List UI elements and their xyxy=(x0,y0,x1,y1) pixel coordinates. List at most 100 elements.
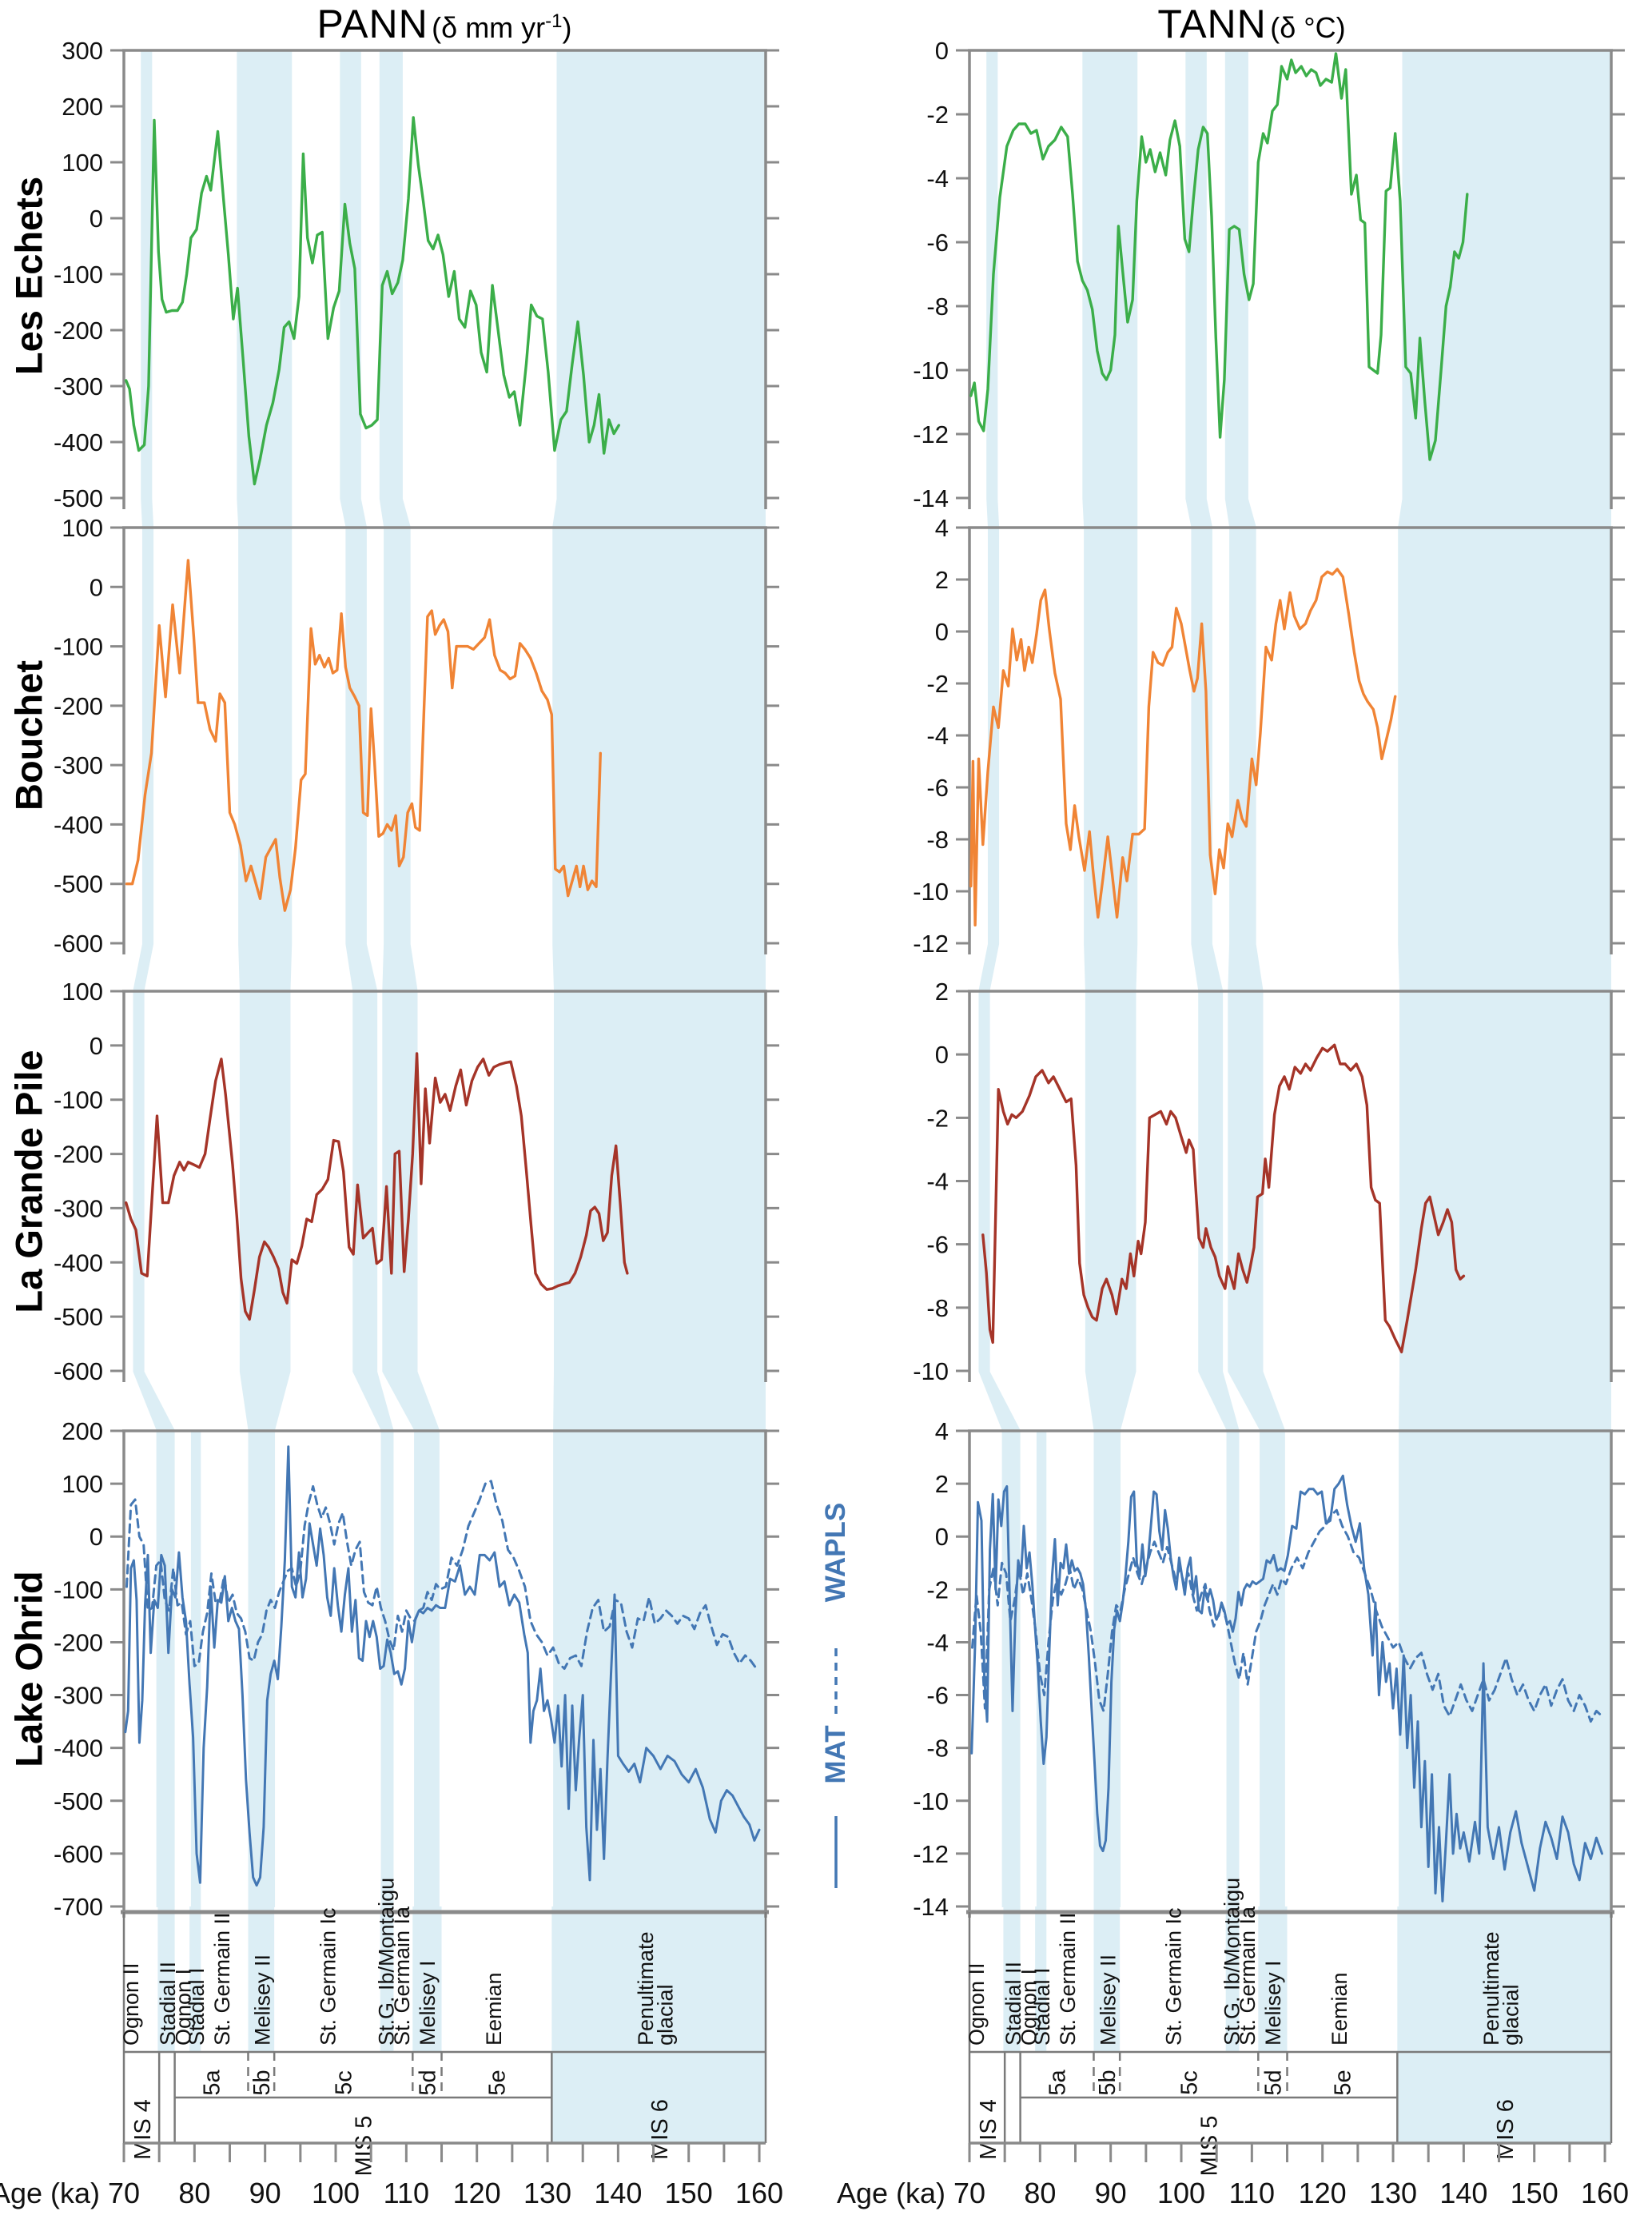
stadial-band-connector xyxy=(237,499,293,527)
chrono-label: Ognon II xyxy=(119,1962,143,2046)
stadial-band-label-row xyxy=(551,1906,766,2143)
stadial-band xyxy=(141,527,154,944)
y-tick-label: -10 xyxy=(913,878,949,906)
stadial-band-connector xyxy=(133,944,154,990)
chrono-label: Stadial II xyxy=(156,1962,180,2046)
y-tick-label: -14 xyxy=(913,1893,949,1921)
age-tick-label: 120 xyxy=(1299,2177,1347,2209)
stadial-band xyxy=(237,50,293,499)
stadial-band xyxy=(414,1430,440,1907)
mis5-label: MIS 5 xyxy=(351,2116,376,2177)
chrono-label: St. Germain Ic xyxy=(316,1907,340,2046)
y-tick-label: -10 xyxy=(913,357,949,384)
stadial-band xyxy=(352,990,378,1372)
stadial-band xyxy=(1226,1430,1240,1907)
y-tick-label: 100 xyxy=(62,978,103,1006)
y-tick-label: 100 xyxy=(62,514,103,542)
tann-title: TANN (δ °C) xyxy=(1157,2,1346,46)
stadial-band xyxy=(190,1430,201,1907)
y-tick-label: -400 xyxy=(54,1249,103,1277)
stadial-band xyxy=(1084,527,1138,944)
mis-substage-label: 5b xyxy=(249,2070,275,2095)
tann-title-main: TANN xyxy=(1157,2,1267,46)
site-label-grande-pile: La Grande Pile xyxy=(7,1050,50,1313)
age-tick-label: 110 xyxy=(1229,2177,1275,2209)
y-tick-label: 0 xyxy=(935,1041,949,1069)
stadial-band-label-row xyxy=(1035,1906,1047,2052)
age-tick-label: 90 xyxy=(249,2177,281,2209)
chrono-label: St. Germain Ia xyxy=(390,1906,414,2046)
y-tick-label: -300 xyxy=(54,373,103,400)
mis-substage-label: 5d xyxy=(415,2070,440,2095)
y-tick-label: -14 xyxy=(913,484,949,512)
stadial-band xyxy=(239,990,291,1372)
stadial-band xyxy=(1185,50,1207,499)
y-tick-label: -10 xyxy=(913,1787,949,1815)
y-tick-label: -300 xyxy=(54,1682,103,1710)
site-label-lake-ohrid: Lake Ohrid xyxy=(7,1571,50,1767)
chrono-label: Ognon I xyxy=(1017,1969,1041,2046)
chrono-label: Ognon II xyxy=(965,1962,989,2046)
tann-lake-ohrid-wapls-line xyxy=(971,1508,1603,1723)
stadial-band-connector xyxy=(352,1372,394,1430)
chrono-label: St. Germain II xyxy=(1056,1912,1080,2046)
y-tick-label: -200 xyxy=(54,692,103,720)
chrono-label: Stadial I xyxy=(185,1967,209,2046)
stadial-band-connector xyxy=(239,1372,291,1430)
mis-substage-label: 5a xyxy=(200,2070,225,2096)
stadial-band xyxy=(1229,527,1256,944)
mis-substage-label: 5c xyxy=(1177,2070,1203,2095)
chrono-label: Stadial I xyxy=(1030,1967,1054,2046)
age-tick-label: 120 xyxy=(453,2177,501,2209)
age-tick-label: 70 xyxy=(953,2177,985,2209)
stadial-band xyxy=(1191,527,1212,944)
stadial-band-connector xyxy=(382,1372,440,1430)
mis-substage-label: 5a xyxy=(1045,2070,1071,2096)
y-tick-label: -300 xyxy=(54,751,103,779)
pann-title: PANN (δ mm yr-1) xyxy=(316,2,572,46)
tann-panel-1-frame: 4 2 0 -2 -4 -6 -8 -10 -12 xyxy=(913,514,1625,958)
stadial-band-label-row xyxy=(412,1906,442,2052)
mis-substage-label: 5c xyxy=(332,2070,357,2095)
y-tick-label: -500 xyxy=(54,871,103,898)
y-tick-label: 100 xyxy=(62,149,103,177)
y-tick-label: -2 xyxy=(926,1104,949,1132)
legend-wapls-label: WAPLS xyxy=(820,1502,851,1603)
age-tick-label: 90 xyxy=(1095,2177,1127,2209)
tann-panel-3-frame: 4 2 0 -2 -4 -6 -8 -10 -12 -14 xyxy=(913,1417,1625,1921)
stadial-band xyxy=(340,50,361,499)
stadial-band xyxy=(1399,990,1611,1372)
y-tick-label: -400 xyxy=(54,1735,103,1763)
mis-substage-label: 5e xyxy=(1330,2070,1355,2095)
stadial-band xyxy=(1085,990,1136,1372)
mis4-label: MIS 4 xyxy=(976,2099,1001,2160)
stadial-band-label-row xyxy=(380,1906,394,2052)
stadial-band xyxy=(553,990,766,1372)
y-tick-label: -8 xyxy=(926,293,949,321)
stadial-band-label-row xyxy=(189,1906,201,2052)
pann-panel-2-frame: 100 0 -100 -200 -300 -400 -500 -600 xyxy=(54,978,779,1385)
site-label-bouchet: Bouchet xyxy=(7,660,50,811)
y-tick-label: -4 xyxy=(926,722,949,750)
y-tick-label: -400 xyxy=(54,428,103,456)
age-tick-label: 130 xyxy=(523,2177,571,2209)
y-tick-label: -500 xyxy=(54,1303,103,1331)
stadial-band-connector xyxy=(986,499,1000,527)
stadial-band xyxy=(384,527,411,944)
mis6-label: MIS 6 xyxy=(647,2099,673,2160)
site-label-les-echets: Les Echets xyxy=(7,176,50,376)
y-tick-label: -200 xyxy=(54,1141,103,1169)
y-tick-label: -12 xyxy=(913,1840,949,1868)
mis-substage-label: 5b xyxy=(1095,2070,1121,2095)
y-tick-label: -700 xyxy=(54,1893,103,1921)
pann-lake-ohrid-wapls-line xyxy=(125,1480,758,1670)
stadial-band-connector xyxy=(1399,1372,1611,1430)
stadial-band-label-row xyxy=(1003,1906,1021,2052)
age-axis-title: Age (ka) xyxy=(0,2177,100,2209)
stadial-band-connector xyxy=(1228,1372,1285,1430)
mis-substage-label: 5d xyxy=(1260,2070,1286,2095)
